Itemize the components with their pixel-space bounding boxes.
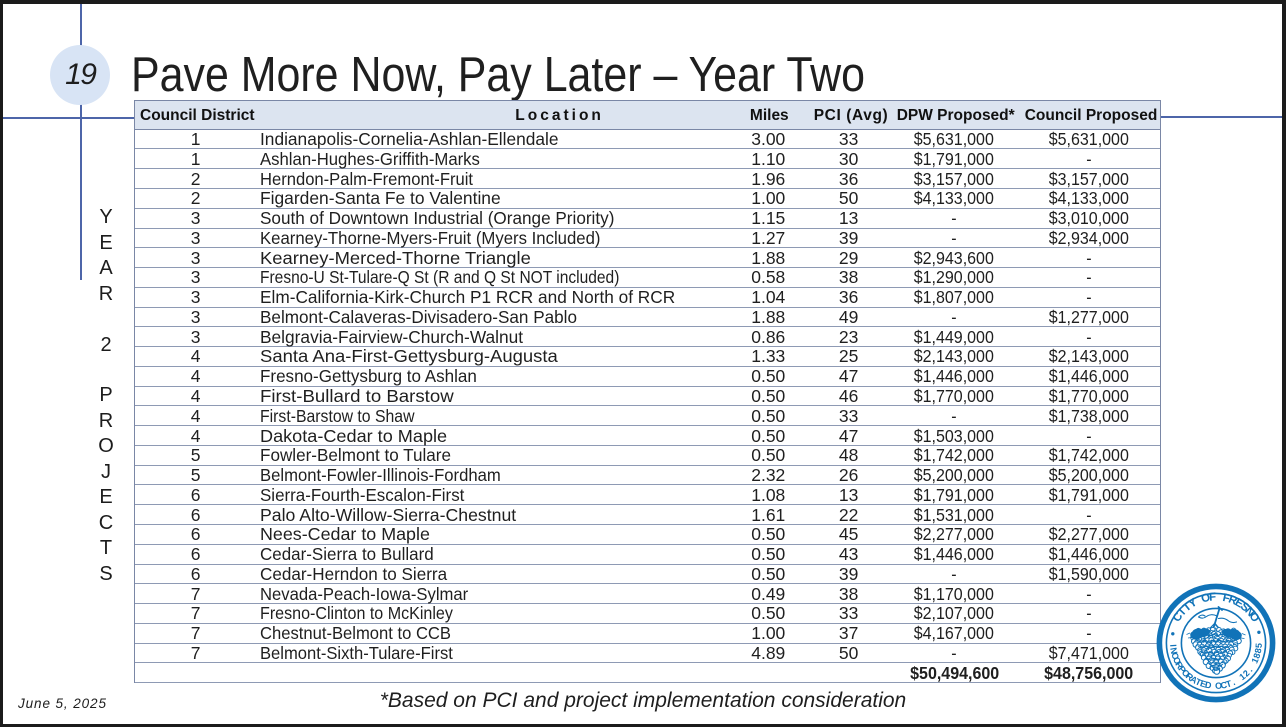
svg-text:F: F bbox=[1221, 592, 1231, 605]
svg-text:8: 8 bbox=[1251, 652, 1262, 660]
svg-text:1: 1 bbox=[1250, 656, 1261, 665]
svg-text:I: I bbox=[1168, 644, 1178, 647]
svg-text:1: 1 bbox=[1237, 671, 1247, 682]
svg-text:R: R bbox=[1173, 660, 1185, 671]
svg-text:C: C bbox=[1220, 680, 1229, 691]
svg-text:O: O bbox=[1171, 655, 1183, 666]
svg-text:C: C bbox=[1169, 651, 1181, 661]
svg-text:R: R bbox=[1184, 671, 1196, 683]
svg-text:.: . bbox=[1230, 677, 1236, 687]
svg-text:T: T bbox=[1225, 678, 1234, 689]
svg-text:P: P bbox=[1176, 664, 1188, 675]
svg-text:8: 8 bbox=[1253, 647, 1264, 654]
svg-text:T: T bbox=[1194, 676, 1204, 688]
svg-text:N: N bbox=[1168, 647, 1179, 655]
svg-text:2: 2 bbox=[1241, 668, 1252, 679]
svg-text:O: O bbox=[1200, 592, 1211, 606]
svg-text:O: O bbox=[1215, 681, 1223, 691]
svg-text:5: 5 bbox=[1254, 643, 1264, 649]
svg-text:D: D bbox=[1204, 680, 1213, 691]
svg-text:A: A bbox=[1188, 674, 1199, 686]
svg-text:E: E bbox=[1199, 678, 1208, 689]
svg-text:I: I bbox=[1177, 607, 1188, 617]
svg-text:R: R bbox=[1227, 593, 1239, 607]
svg-text:.: . bbox=[1245, 665, 1254, 673]
svg-text:F: F bbox=[1209, 591, 1217, 603]
